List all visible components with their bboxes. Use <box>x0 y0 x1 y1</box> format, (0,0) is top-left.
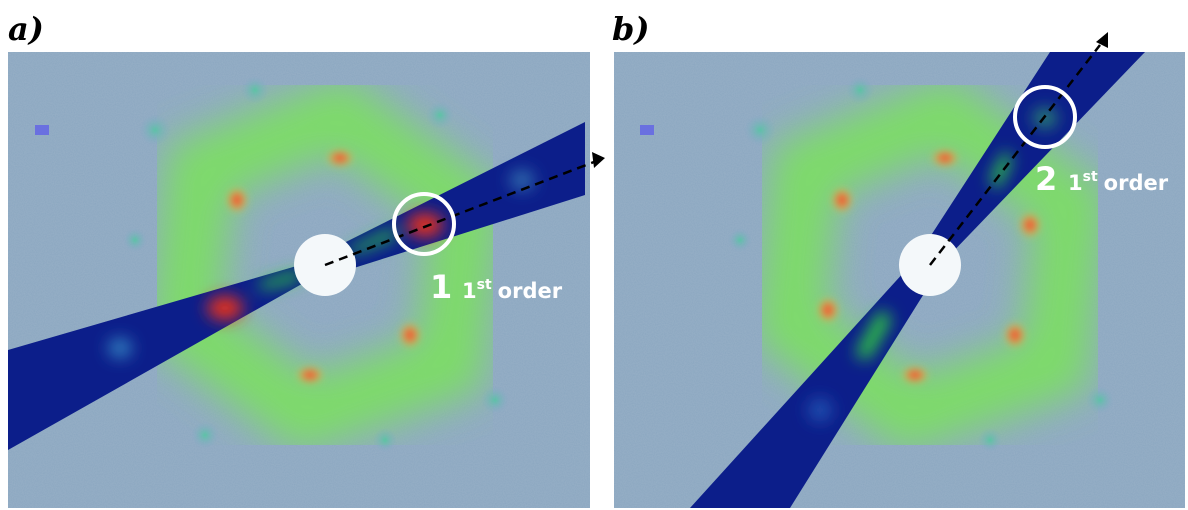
ordinal: 1 <box>1068 171 1083 195</box>
ordinal: 1 <box>462 279 477 303</box>
order-label: 1st order <box>1068 169 1169 195</box>
order-word: order <box>1104 171 1169 195</box>
panel-label: b) <box>612 10 650 48</box>
spot-number: 1 <box>430 268 452 306</box>
panel-label: a) <box>8 10 44 48</box>
order-label: 1st order <box>462 277 563 303</box>
spot-number: 2 <box>1035 160 1057 198</box>
panel-a: 1 1st order a) <box>8 10 605 508</box>
arrowhead <box>592 152 605 168</box>
arrowhead <box>1096 32 1108 48</box>
spot-circle <box>392 192 456 256</box>
arrow <box>929 44 1101 266</box>
ordinal-suffix: st <box>477 277 492 293</box>
ordinal-suffix: st <box>1083 169 1098 185</box>
arrow <box>324 160 595 267</box>
order-word: order <box>498 279 563 303</box>
spot-circle <box>1013 85 1077 149</box>
panel-b: 2 1st order b) <box>612 10 1185 508</box>
wedge <box>8 122 585 450</box>
